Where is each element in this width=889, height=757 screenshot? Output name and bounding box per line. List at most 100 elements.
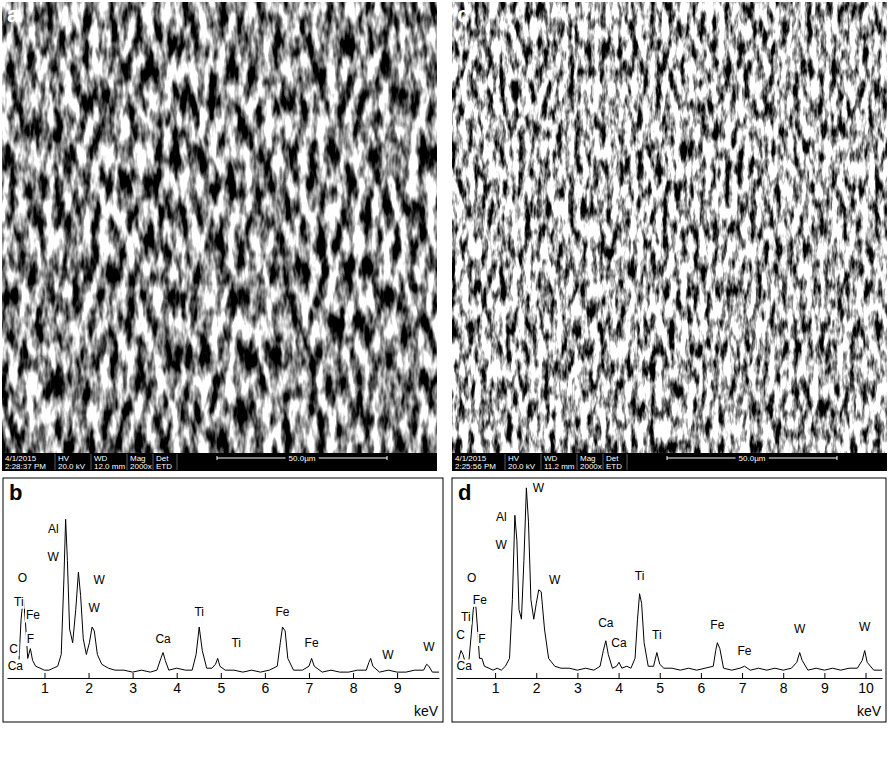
peak-label: Fe	[276, 605, 290, 619]
peak-label: W	[382, 648, 394, 662]
label-patch	[472, 593, 488, 607]
annotations: OFeTiCFCaAlWWWCaCaTiTiFeFeWW	[455, 481, 872, 673]
label-patch	[548, 573, 562, 587]
peak-label: W	[496, 538, 508, 552]
tick-label: 6	[261, 680, 269, 696]
tick: 2	[533, 673, 541, 696]
tick: 7	[306, 673, 314, 696]
peak-label: Ca	[457, 659, 473, 673]
peak-label: Ca	[611, 636, 627, 650]
tick: 6	[698, 673, 706, 696]
axis-line	[457, 678, 883, 679]
info-text: 50.0µm	[739, 454, 766, 463]
tick-mark	[536, 673, 537, 678]
tick-mark	[44, 673, 45, 678]
tick-label: 5	[217, 680, 225, 696]
tick: 3	[129, 673, 137, 696]
label-patch	[495, 510, 508, 524]
peak-label: C	[456, 628, 465, 642]
label-patch	[25, 608, 41, 622]
tick-mark	[495, 673, 496, 678]
peak-label: W	[794, 622, 806, 636]
label-patch	[610, 636, 628, 650]
peak-label: Fe	[305, 636, 319, 650]
plot-frame	[452, 478, 886, 722]
label-patch	[47, 522, 60, 536]
tick: 5	[217, 673, 225, 696]
sem-panel: 4/1/20152:25:56 PMHV20.0 kVWD11.2 mmMag2…	[452, 2, 887, 471]
info-text: 2000x	[130, 462, 152, 471]
label-patch	[193, 605, 205, 619]
info-separator	[627, 454, 628, 470]
tick-mark	[221, 673, 222, 678]
label-patch	[17, 571, 28, 585]
panel-label: a	[7, 2, 20, 27]
info-text: 11.2 mm	[544, 462, 575, 471]
peak-label: O	[18, 571, 27, 585]
tick: 9	[394, 673, 402, 696]
info-bar	[452, 453, 887, 471]
tick: 6	[261, 673, 269, 696]
sem-image-bg	[2, 2, 437, 453]
label-patch	[26, 632, 35, 646]
tick-mark	[701, 673, 702, 678]
sem-image-bg	[452, 2, 887, 453]
tick-label: 6	[698, 680, 706, 696]
spectrum-panel: 123456789keVOTiFeCFCaAlWWWCaTiTiFeFeWWb	[3, 478, 443, 722]
tick-mark	[824, 673, 825, 678]
peak-label: Ca	[598, 616, 614, 630]
label-patch	[455, 628, 466, 642]
label-patch	[466, 571, 477, 585]
peak-label: F	[27, 632, 34, 646]
peak-label: Fe	[26, 608, 40, 622]
label-patch	[88, 601, 102, 615]
scale-bar-patch	[286, 454, 319, 463]
label-patch	[7, 659, 25, 673]
peak-label: Ti	[231, 636, 241, 650]
info-bar	[2, 453, 437, 471]
peak-label: W	[859, 620, 871, 634]
tick-label: 10	[858, 680, 874, 696]
info-text: ETD	[606, 462, 622, 471]
peak-label: Fe	[738, 644, 752, 658]
tick-label: 4	[615, 680, 623, 696]
tick-label: 3	[129, 680, 137, 696]
x-axis: 12345678910	[457, 673, 883, 696]
tick-mark	[577, 673, 578, 678]
info-separator	[603, 454, 604, 470]
tick: 5	[656, 673, 664, 696]
info-text: 20.0 kV	[58, 462, 86, 471]
info-text: 2000x	[580, 462, 602, 471]
label-patch	[651, 628, 663, 642]
label-patch	[92, 573, 106, 587]
sem-image	[452, 2, 887, 453]
tick: 3	[574, 673, 582, 696]
axis-title: keV	[414, 703, 439, 719]
peak-label: Ca	[8, 659, 24, 673]
peak-label: W	[533, 481, 545, 495]
sem-panel: 4/1/20152:28:37 PMHV20.0 kVWD12.0 mmMag2…	[2, 2, 437, 471]
label-patch	[634, 569, 646, 583]
peak-label: W	[93, 573, 105, 587]
tick-label: 7	[739, 680, 747, 696]
panel-label: b	[9, 480, 22, 505]
plot-marks	[456, 488, 882, 670]
tick-mark	[265, 673, 266, 678]
info-separator	[541, 454, 542, 470]
label-patch	[275, 605, 291, 619]
axis-title: keV	[857, 703, 882, 719]
tick: 7	[739, 673, 747, 696]
peak-label: Al	[496, 510, 507, 524]
plot-marks	[7, 519, 439, 672]
sem-image	[2, 2, 437, 453]
label-patch	[422, 640, 436, 654]
tick-mark	[619, 673, 620, 678]
peak-label: Ti	[635, 569, 645, 583]
axis-line	[8, 678, 440, 679]
tick: 1	[492, 673, 500, 696]
peak-label: C	[9, 642, 18, 656]
info-separator	[505, 454, 506, 470]
tick-label: 1	[492, 680, 500, 696]
label-patch	[477, 632, 486, 646]
info-separator	[91, 454, 92, 470]
